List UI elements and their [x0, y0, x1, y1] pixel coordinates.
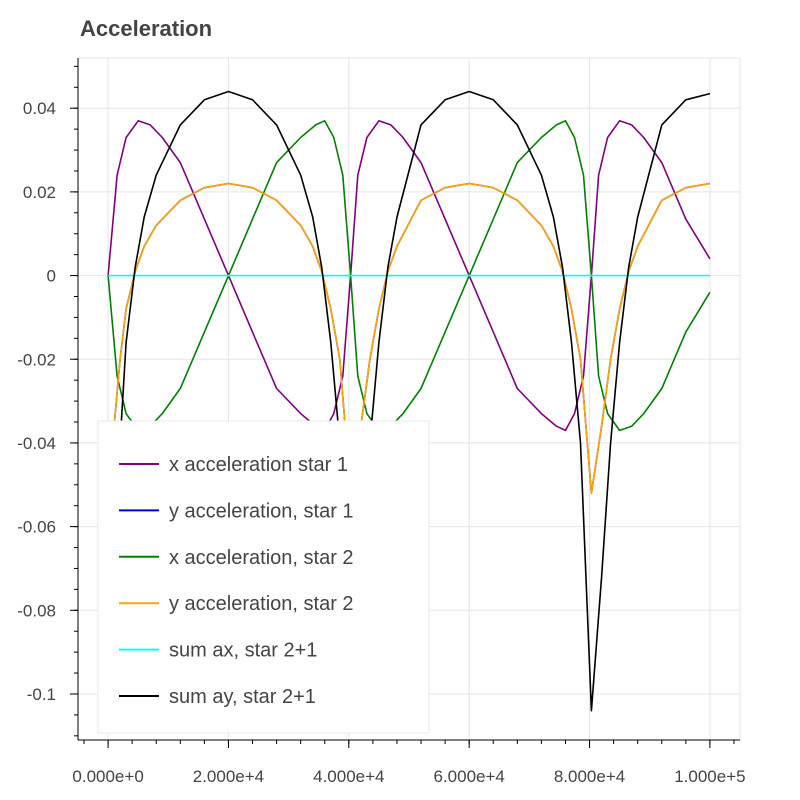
y-tick-label: -0.04 — [17, 434, 56, 453]
series-line-1 — [107, 120, 711, 432]
x-tick-label: 4.000e+4 — [313, 767, 384, 786]
y-tick-label: -0.02 — [17, 350, 56, 369]
legend-label-2: y acceleration, star 1 — [169, 500, 354, 522]
legend-label-6: sum ay, star 2+1 — [169, 686, 316, 708]
legend-label-4: y acceleration, star 2 — [169, 593, 354, 615]
x-tick-label: 6.000e+4 — [433, 767, 504, 786]
y-tick-label: -0.1 — [27, 685, 56, 704]
x-tick-label: 0.000e+0 — [72, 767, 143, 786]
x-tick-label: 8.000e+4 — [554, 767, 625, 786]
legend-box — [97, 420, 430, 734]
axes: 0.04 0.02 0 -0.02 -0.04 -0.06 -0.08 -0.1 0.000e+… — [17, 58, 746, 786]
y-tick-label: 0 — [47, 267, 56, 286]
legend-label-5: sum ax, star 2+1 — [169, 640, 317, 662]
legend-label-3: x acceleration, star 2 — [169, 547, 354, 569]
x-tick-label: 1.000e+5 — [674, 767, 745, 786]
y-tick-label: -0.06 — [17, 518, 56, 537]
y-tick-label: -0.08 — [17, 601, 56, 620]
series-line-4 — [107, 182, 711, 494]
chart-title: Acceleration — [80, 16, 213, 41]
legend-label-1: x acceleration star 1 — [169, 454, 348, 476]
y-tick-label: 0.04 — [23, 99, 56, 118]
legend[interactable]: x acceleration star 1 y acceleration, sta… — [97, 420, 430, 734]
y-tick-label: 0.02 — [23, 183, 56, 202]
series-lines — [107, 90, 711, 712]
series-line-6 — [107, 90, 711, 712]
x-tick-label: 2.000e+4 — [193, 767, 264, 786]
